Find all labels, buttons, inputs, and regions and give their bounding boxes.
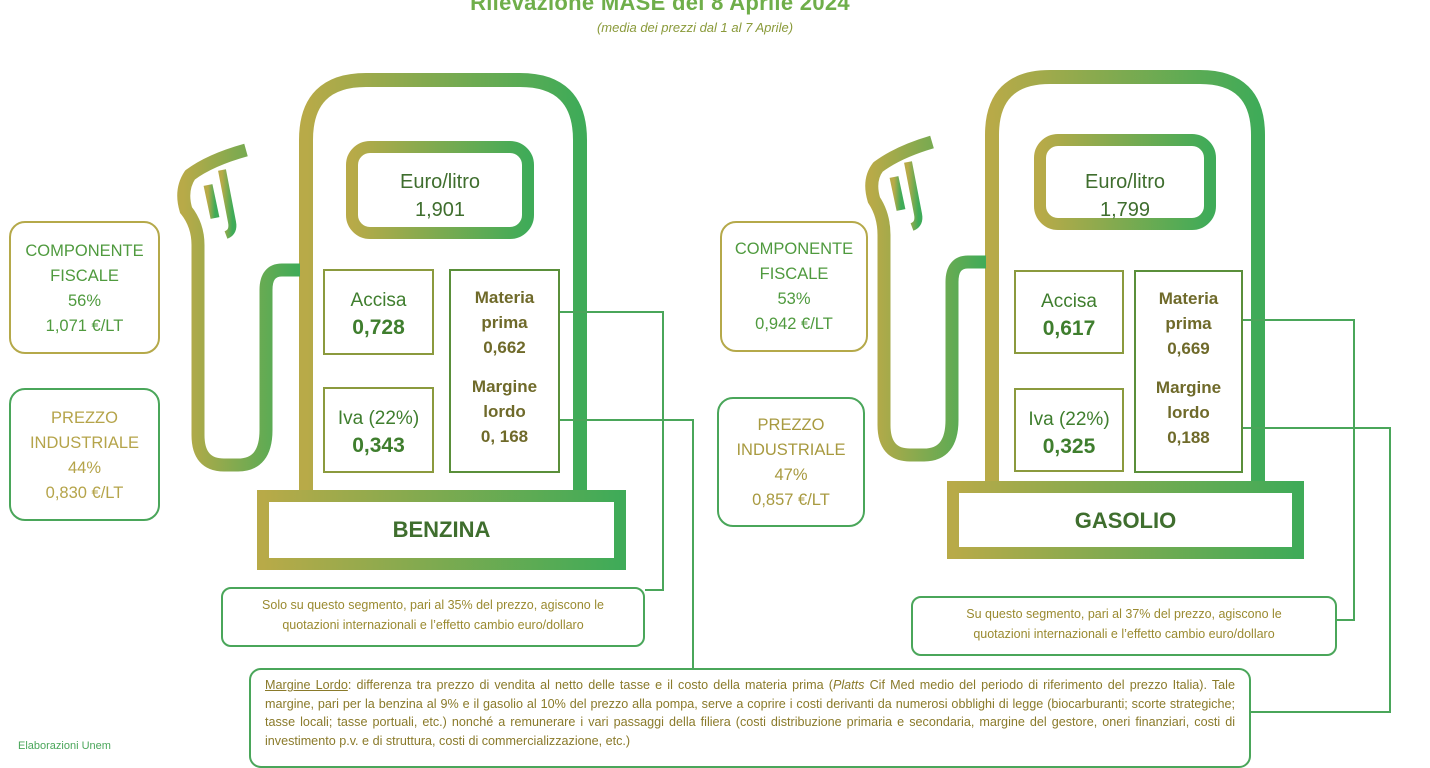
margine-value: 0, 168 <box>480 427 529 446</box>
note-line-2: quotazioni internazionali e l’effetto ca… <box>282 618 584 632</box>
benzina-label: BENZINA <box>392 517 491 542</box>
pump-graphics <box>177 70 1391 713</box>
iva-label: Iva (22%) <box>1028 409 1110 430</box>
price-value: 1,799 <box>1099 199 1151 221</box>
benzina-fiscal-box: COMPONENTE FISCALE 56% 1,071 €/LT <box>9 221 160 354</box>
margine-text-3: Tale margine, pari per la benzina al 9% … <box>265 678 1235 748</box>
price-value: 1,901 <box>414 199 466 221</box>
connector-lines <box>560 311 1391 713</box>
industrial-label-1: PREZZO <box>757 416 825 434</box>
industrial-pct: 44% <box>67 459 102 477</box>
margine-value: 0,188 <box>1167 428 1210 447</box>
gasolio-iva-box: Iva (22%) 0,325 <box>1014 388 1124 472</box>
industrial-value: 0,830 €/LT <box>45 484 124 502</box>
infographic: Rilevazione MASE del 8 Aprile 2024 (medi… <box>9 0 1391 768</box>
accisa-value: 0,728 <box>352 316 405 339</box>
margine-text-1: : differenza tra prezzo di vendita al ne… <box>347 678 833 692</box>
fiscal-label-2: FISCALE <box>759 265 829 283</box>
benzina-segment-note: Solo su questo segmento, pari al 35% del… <box>221 587 645 647</box>
page-title: Rilevazione MASE del 8 Aprile 2024 <box>470 0 850 15</box>
gasolio-accisa-box: Accisa 0,617 <box>1014 270 1124 354</box>
industrial-label-1: PREZZO <box>51 409 118 427</box>
platts-term: Platts <box>832 678 865 692</box>
margine-label-1: Margine <box>1155 378 1222 397</box>
gasolio-segment-note: Su questo segmento, pari al 37% del prez… <box>911 596 1337 656</box>
footer-credit: Elaborazioni Unem <box>18 740 111 752</box>
fiscal-pct: 53% <box>777 290 811 308</box>
price-unit: Euro/litro <box>399 171 481 193</box>
fiscal-label-1: COMPONENTE <box>25 242 144 260</box>
industrial-label-2: INDUSTRIALE <box>736 441 846 459</box>
materia-label-1: Materia <box>474 288 535 307</box>
iva-value: 0,325 <box>1042 435 1096 458</box>
benzina-materia-margine-box: Materia prima 0,662 Margine lordo 0, 168 <box>449 269 560 473</box>
margine-lordo-note: Margine Lordo: differenza tra prezzo di … <box>249 668 1251 768</box>
benzina-pump-icon <box>177 73 626 570</box>
industrial-label-2: INDUSTRIALE <box>29 434 140 452</box>
accisa-label: Accisa <box>350 290 407 311</box>
gasolio-materia-margine-box: Materia prima 0,669 Margine lordo 0,188 <box>1134 270 1243 473</box>
materia-value: 0,662 <box>483 338 526 357</box>
benzina-accisa-box: Accisa 0,728 <box>323 269 434 355</box>
fiscal-label-1: COMPONENTE <box>734 240 854 258</box>
fiscal-pct: 56% <box>67 292 102 310</box>
benzina-iva-box: Iva (22%) 0,343 <box>323 387 434 473</box>
industrial-pct: 47% <box>774 466 808 484</box>
margine-label-2: lordo <box>483 402 526 421</box>
materia-label-2: prima <box>481 313 528 332</box>
iva-value: 0,343 <box>352 434 405 457</box>
materia-label-1: Materia <box>1158 289 1219 308</box>
price-unit: Euro/litro <box>1084 171 1166 193</box>
benzina-price-display: Euro/litro 1,901 <box>358 168 522 228</box>
industrial-value: 0,857 €/LT <box>752 491 830 509</box>
note-line-2: quotazioni internazionali e l’effetto ca… <box>973 627 1275 641</box>
gasolio-label: GASOLIO <box>1074 508 1177 533</box>
gasolio-price-display: Euro/litro 1,799 <box>1046 168 1204 228</box>
iva-label: Iva (22%) <box>337 408 420 429</box>
gasolio-pump-icon <box>865 70 1304 559</box>
accisa-label: Accisa <box>1041 291 1097 312</box>
margine-text-2: Cif Med medio del periodo di riferimento… <box>864 678 1207 692</box>
page-subtitle: (media dei prezzi dal 1 al 7 Aprile) <box>596 20 794 35</box>
margine-label-2: lordo <box>1167 403 1210 422</box>
fiscal-value: 0,942 €/LT <box>755 315 833 333</box>
gasolio-industrial-box: PREZZO INDUSTRIALE 47% 0,857 €/LT <box>717 397 865 527</box>
margine-label-1: Margine <box>471 377 538 396</box>
gasolio-fiscal-box: COMPONENTE FISCALE 53% 0,942 €/LT <box>720 221 868 352</box>
margine-term: Margine Lordo <box>265 678 348 692</box>
benzina-industrial-box: PREZZO INDUSTRIALE 44% 0,830 €/LT <box>9 388 160 521</box>
note-line-1: Solo su questo segmento, pari al 35% del… <box>262 598 604 612</box>
accisa-value: 0,617 <box>1042 317 1096 340</box>
materia-label-2: prima <box>1165 314 1212 333</box>
fiscal-value: 1,071 €/LT <box>45 317 124 335</box>
note-line-1: Su questo segmento, pari al 37% del prez… <box>966 607 1282 621</box>
materia-value: 0,669 <box>1167 339 1210 358</box>
fiscal-label-2: FISCALE <box>50 267 119 285</box>
